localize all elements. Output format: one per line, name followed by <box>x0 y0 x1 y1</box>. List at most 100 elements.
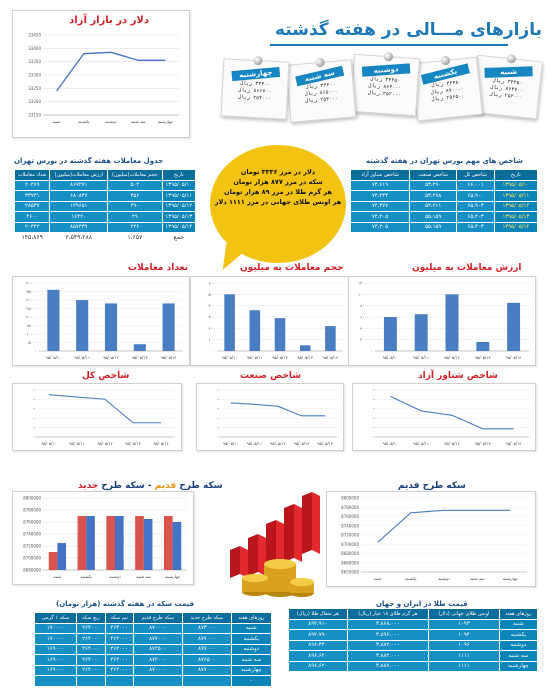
note-2: یکشنبه ۳۳۴۸۰ ریال ۸۷۰۰۰۰ ریال ۲۵۶۵۰۰ ریال <box>411 55 483 122</box>
x-tick-label: ۹۵/۰۵/۱۰ <box>223 441 239 446</box>
table-cell: ۶۵،۹۰۳ <box>456 200 495 212</box>
table-cell: ۲۰۴۷۹ <box>13 179 51 191</box>
x-tick-label: یکشنبه <box>78 119 89 124</box>
line-chart-card-1: ۹۵/۰۵/۱۰ ۹۵/۰۵/۱۱ ۹۵/۰۵/۱۲ ۹۵/۰۵/۱۳ ۹۵/۰۵/۱۴ <box>12 383 182 451</box>
table-cell <box>33 675 78 687</box>
bubble-line-3: هر گرم طلا در مرز ۸۹ هزار تومان <box>224 188 332 196</box>
table-row: سه شنبه ۱۱۱۱ ۳،۸۸۲،۰۰۰ ۸۹۶،۶۲۰ <box>288 650 539 662</box>
y-tick-label: 8680000 <box>341 551 359 556</box>
table-cell: ۱۰۹۶ <box>427 639 500 651</box>
table-cell: ۸۷۶۵۰۰ <box>181 654 232 666</box>
x-tick-label: ۹۵/۰۵/۱۴ <box>506 441 522 446</box>
x-tick-label: دوشنبه <box>109 574 121 579</box>
table-cell: ۲۶۴۰۰۰ <box>76 622 106 634</box>
table-cell <box>104 675 134 687</box>
y-tick-label: ۴۰۰ <box>209 303 215 308</box>
y-tick-label: ۳۰۰۰۰ <box>26 298 37 303</box>
coin-bar <box>48 552 58 570</box>
table-cell: ۵۳،۲۷۸ <box>408 190 458 202</box>
x-tick-label: ۹۵/۰۵/۱۲ <box>103 355 119 360</box>
x-tick-label: شنبه <box>53 574 62 579</box>
x-tick-label: ۹۵/۰۵/۱۳ <box>297 355 313 360</box>
bubble-line-4: هر اونس طلای جهانی در مرز ۱۱۱۱ دلار <box>214 198 342 206</box>
table-cell: ۸۷۷۰۰۰ <box>132 633 183 645</box>
sum-cell: ۱۴۵،۸۶۹ <box>13 232 51 244</box>
sum-cell: ۱،۶۵۷ <box>107 232 163 244</box>
table-cell: ۳،۸۸۲،۰۰۰ <box>346 650 429 662</box>
table-cell: ۱۶۹۰۰۰ <box>33 643 78 655</box>
sum-label: جمع <box>161 232 197 244</box>
table-row: سه شنبه ۸۷۶۵۰۰ ۸۷۲۰۰۰ ۴۶۲۰۰۰ ۲۶۴۰۰۰ ۱۶۹۰۰۰ <box>33 654 273 666</box>
table-header-cell: تعداد معاملات <box>13 169 51 181</box>
y-tick-label: 8680000 <box>23 568 41 573</box>
table-cell: ۶۶،۰۰۱ <box>456 179 495 191</box>
bar-chart-title-2: حجم معاملات به میلیون <box>240 263 344 273</box>
table-cell <box>76 675 106 687</box>
old-coin-line-chart: 8800000 8780000 8760000 8740000 8720000 87000… <box>341 496 527 581</box>
x-tick-label: ۹۵/۰۵/۱۰ <box>222 355 238 360</box>
y-tick-label: ۰ <box>35 349 37 354</box>
table-cell: دوشنبه <box>230 643 273 655</box>
table-cell: ۸۷۷۰۰۰ <box>181 633 232 645</box>
table-cell: ۵۵،۱۵۹ <box>408 221 458 233</box>
dollar-chart-title: دلار در بازار آزاد <box>69 15 149 26</box>
x-tick-label: ۹۵/۰۵/۱۱ <box>247 355 263 360</box>
bar <box>104 303 118 351</box>
table-header-cell: سکه ۱ گرمی <box>33 612 78 624</box>
coin-bar <box>143 519 153 570</box>
table-cell: ۶۵،۴۰۳ <box>456 211 495 223</box>
table-cell: ۶۸۰۸۳۷ <box>49 190 109 202</box>
table-cell: ۱۶۹۰۰۰ <box>33 654 78 666</box>
table-cell: ۷۴،۶۱۹ <box>350 179 410 191</box>
note-3: دوشنبه ۳۳۴۵۰ ریال ۸۶۴۰۰۰ ریال ۲۵۲۰۰۰ ریال <box>350 51 420 117</box>
free-float-index-line-chart: ۹۵/۰۵/۱۰ ۹۵/۰۵/۱۱ ۹۵/۰۵/۱۲ ۹۵/۰۵/۱۳ ۹۵/۰۵/۱۴ <box>373 389 529 446</box>
x-tick-label: دوشنبه <box>105 119 117 124</box>
table-row: ۱۳۹۵/۰۵/۱۴ ۲۲۶ ۸۵۷۴۳۹ ۲۰۳۴۲ <box>13 221 197 233</box>
table-header-cell: سکه طرح قدیم <box>132 612 183 624</box>
y-tick-label: ۰ <box>371 349 373 354</box>
table-cell: ۴۶۰۰ <box>13 211 51 223</box>
x-tick-label: ۹۵/۰۵/۱۰ <box>46 355 62 360</box>
table-row: ۱۳۹۵/۰۵/۱۱ ۶۵،۹۰۰ ۵۳،۲۷۸ ۷۴،۴۳۳ <box>350 190 539 202</box>
table-cell: ۳،۸۶۸،۰۰۰ <box>346 618 429 630</box>
coin-bar-chart: 8800000 8780000 8760000 8740000 8720000 87000… <box>23 496 187 579</box>
table-header-cell: ربع سکه <box>76 612 106 624</box>
table-row: - <box>33 675 273 687</box>
x-tick-label: ۹۵/۰۵/۱۴ <box>323 355 339 360</box>
table-row: ۱۳۹۵/۰۵/۱۳ ۶۵،۴۰۳ ۵۵،۱۵۹ ۷۴،۲۰۵ <box>350 211 539 223</box>
trades-count-bar-chart: ۴۰۰۰۰ ۳۵۰۰۰ ۳۰۰۰۰ ۲۵۰۰۰ ۲۰۰۰۰ ۱۵۰۰۰ ۱۰۰۰۰ ۵۰۰۰ ۰… <box>26 281 183 360</box>
y-tick-label: 8740000 <box>23 532 41 537</box>
table-cell: ۵۵،۱۵۹ <box>408 211 458 223</box>
bar <box>325 326 336 351</box>
x-tick-label: ۹۵/۰۵/۱۳ <box>132 355 148 360</box>
table-cell: ۱۰۹۴ <box>427 629 500 641</box>
y-tick-label: 33450 <box>28 33 41 38</box>
y-tick-label: 8650000 <box>341 570 359 575</box>
x-tick-label: ۹۵/۰۵/۱۲ <box>97 441 113 446</box>
table-cell <box>132 675 183 687</box>
coin-bar <box>86 516 95 570</box>
table-cell: ۱۶۴۲۰ <box>49 211 109 223</box>
table-cell: ۳۵۶ <box>107 190 163 202</box>
coin-bar <box>106 516 115 570</box>
bar <box>224 294 235 351</box>
page-title: بازارهای مـــالی در هفته گذشته <box>275 20 542 40</box>
table-row: دوشنبه ۸۷۷۰۰۰ ۸۷۲۵۰۰ ۴۶۲۰۰۰ ۲۶۴۰۰۰ ۱۶۹۰۰۰ <box>33 643 273 655</box>
x-tick-label: ۹۵/۰۵/۱۱ <box>413 441 429 446</box>
coin-bar <box>172 522 182 570</box>
coin-table-caption: قیمت سکه در هفته گذشته (هزار تومان) <box>56 600 195 608</box>
table-cell: ۴۶۲۰۰۰ <box>104 643 134 655</box>
table-cell: یکشنبه <box>230 633 273 645</box>
table-cell: ۲۲۶ <box>107 221 163 233</box>
x-tick-label: ۹۵/۰۵/۱۲ <box>444 441 460 446</box>
table-row: شنبه ۸۷۳۰۰۰ ۸۷۰۰۰۰ ۴۶۳۰۰۰ ۲۶۴۰۰۰ ۱۷۰۰۰۰ <box>33 622 273 634</box>
x-tick-label: ۹۵/۰۵/۱۰ <box>383 355 399 360</box>
y-tick-label: 33300 <box>28 73 41 78</box>
table-cell: سه شنبه <box>230 654 273 666</box>
table-header-cell: حجم معاملات(میلیون) <box>107 169 163 181</box>
x-tick-label: ۹۵/۰۵/۱۴ <box>506 355 522 360</box>
table-cell: ۲۹۰ <box>107 200 163 212</box>
old-coin-chart-card: 8800000 8780000 8760000 8740000 8720000 87000… <box>326 491 536 587</box>
table-row: یکشنبه ۱۰۹۴ ۳،۸۹۶،۰۰۰ ۸۹۲،۷۹۰ <box>288 629 539 641</box>
x-tick-label: ۹۵/۰۵/۱۳ <box>125 441 141 446</box>
